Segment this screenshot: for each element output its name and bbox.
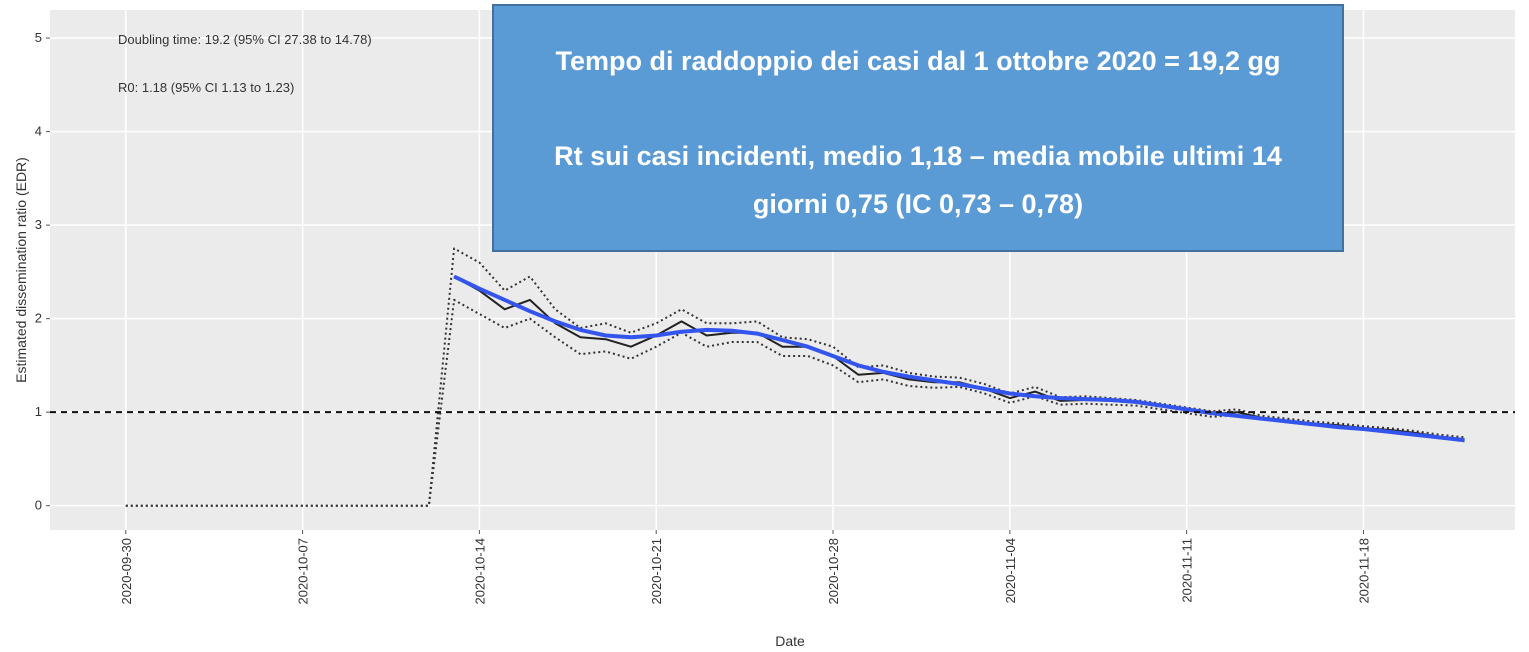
x-tick-label: 2020-10-21 [649, 538, 664, 605]
y-tick-label: 4 [35, 124, 42, 139]
x-axis-label: Date [775, 633, 805, 649]
x-tick-label: 2020-11-18 [1356, 538, 1371, 604]
y-tick-label: 1 [35, 404, 42, 419]
x-tick-label: 2020-10-28 [826, 538, 841, 605]
box-line: Tempo di raddoppio dei casi dal 1 ottobr… [556, 46, 1281, 76]
series-line [453, 274, 1465, 443]
box-line: giorni 0,75 (IC 0,73 – 0,78) [753, 189, 1083, 219]
y-tick-label: 3 [35, 217, 42, 232]
x-tick-label: 2020-10-14 [472, 538, 487, 605]
x-tick-label: 2020-09-30 [119, 538, 134, 605]
x-tick-label: 2020-11-04 [1003, 538, 1018, 604]
y-tick-label: 0 [35, 498, 42, 513]
annotation: Doubling time: 19.2 (95% CI 27.38 to 14.… [118, 32, 372, 47]
y-tick-label: 2 [35, 311, 42, 326]
annotation: R0: 1.18 (95% CI 1.13 to 1.23) [118, 80, 294, 95]
y-tick-label: 5 [35, 30, 42, 45]
series-line [125, 247, 1465, 507]
x-tick-label: 2020-11-11 [1180, 538, 1195, 603]
box-line: Rt sui casi incidenti, medio 1,18 – medi… [554, 141, 1282, 171]
y-axis-label: Estimated dissemination ratio (EDR) [13, 157, 29, 383]
x-tick-label: 2020-10-07 [296, 538, 311, 605]
marks [50, 247, 1515, 507]
info-box [492, 4, 1344, 252]
